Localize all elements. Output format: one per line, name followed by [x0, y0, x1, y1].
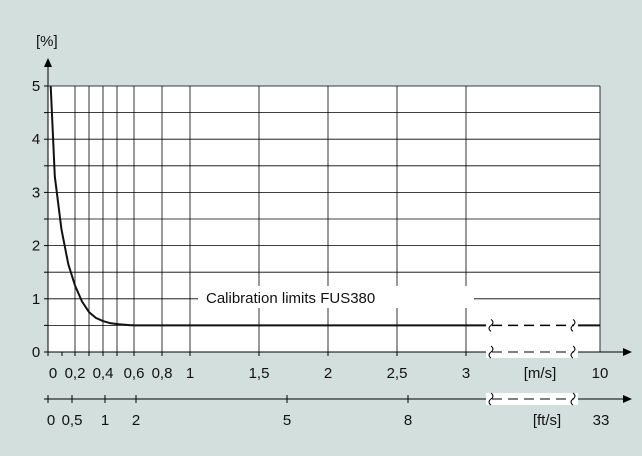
x-tick-label: 0,4	[93, 365, 114, 382]
x-tick-label: 1,5	[249, 365, 270, 382]
x-axis-arrow	[623, 348, 632, 356]
calibration-annotation: Calibration limits FUS380	[206, 290, 375, 307]
x-tick-label: 1	[186, 365, 194, 382]
ft-tick-label: 5	[283, 412, 291, 429]
calibration-limit-curve	[49, 85, 600, 327]
x-tick-label: 3	[462, 365, 470, 382]
y-tick-label: 0	[32, 344, 40, 361]
axes	[44, 58, 632, 406]
series-break-squiggle	[570, 319, 576, 332]
x-tick-label: 0,6	[124, 365, 145, 382]
x-primary-end-tick: 10	[592, 365, 609, 382]
y-tick-label: 4	[32, 131, 40, 148]
ft-tick-label: 8	[404, 412, 412, 429]
x-tick-label: 0,2	[65, 365, 86, 382]
x-axis-break-squiggle	[570, 345, 576, 359]
series-break-squiggle	[488, 319, 494, 332]
ft-axis-break-squiggle	[570, 392, 576, 406]
x-secondary-end-tick: 33	[593, 412, 610, 429]
y-axis-label: [%]	[36, 33, 58, 50]
x-axis-break-squiggle	[488, 345, 494, 359]
y-tick-label: 3	[32, 184, 40, 201]
ft-tick-label: 1	[101, 412, 109, 429]
x-tick-label: 2	[324, 365, 332, 382]
x-secondary-unit-label: [ft/s]	[533, 412, 561, 429]
ft-tick-label: 0	[47, 412, 55, 429]
series	[49, 85, 600, 332]
labels: 0 1 2 3 4 5 0 0,2 0,4 0,6 0,8 1 1,5 2 2,5 3 0 0,5 1 2 5 8	[32, 78, 470, 429]
y-axis-arrow	[44, 58, 52, 67]
ft-axis-break-squiggle	[488, 392, 494, 406]
y-tick-label: 2	[32, 238, 40, 255]
y-tick-label: 5	[32, 78, 40, 95]
x-tick-label: 0	[49, 365, 57, 382]
ft-tick-label: 2	[132, 412, 140, 429]
x-tick-label: 2,5	[387, 365, 408, 382]
x-tick-label: 0,8	[152, 365, 173, 382]
ft-tick-label: 0,5	[62, 412, 83, 429]
annotation-background	[198, 286, 474, 308]
y-tick-label: 1	[32, 291, 40, 308]
ft-axis-arrow	[623, 395, 632, 403]
x-primary-unit-label: [m/s]	[524, 365, 557, 382]
